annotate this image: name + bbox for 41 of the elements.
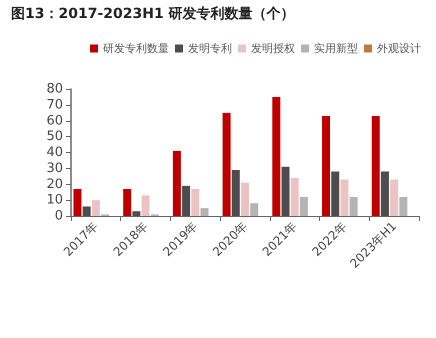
bar (82, 206, 91, 216)
bar (390, 179, 398, 216)
legend-label: 研发专利数量 (103, 42, 169, 55)
legend-label: 实用新型 (314, 42, 358, 55)
y-tick-label: 50 (46, 129, 63, 144)
bar (182, 186, 190, 216)
bar (322, 116, 330, 216)
y-tick-label: 40 (46, 145, 63, 160)
y-tick-label: 10 (46, 192, 63, 208)
bar (399, 196, 408, 216)
chart-title: 图13：2017-2023H1 研发专利数量（个） (11, 5, 295, 22)
bar (132, 211, 140, 216)
y-tick-label: 0 (54, 208, 63, 224)
bar (300, 196, 308, 216)
bar (250, 203, 258, 216)
bar (232, 170, 240, 216)
bar (241, 182, 249, 216)
bar (191, 189, 200, 216)
y-tick-label: 20 (46, 176, 63, 192)
bar (200, 208, 208, 216)
bar (290, 178, 299, 216)
y-tick-label: 70 (46, 97, 63, 112)
bar (372, 116, 380, 216)
bar (142, 195, 150, 216)
bar (92, 200, 100, 216)
bar (282, 166, 290, 216)
y-tick-label: 60 (46, 113, 63, 128)
legend-label: 发明专利 (188, 42, 232, 55)
bar (340, 179, 348, 216)
legend-label: 发明授权 (251, 42, 295, 55)
bar (380, 172, 389, 216)
bar (172, 150, 181, 216)
bar (73, 189, 82, 216)
legend-label: 外观设计 (377, 42, 421, 55)
bar (350, 196, 358, 216)
y-tick-label: 80 (46, 82, 63, 96)
bar (272, 96, 280, 216)
bar (222, 112, 231, 216)
y-tick-label: 30 (46, 160, 63, 176)
bar (123, 189, 132, 216)
bar (331, 172, 340, 216)
